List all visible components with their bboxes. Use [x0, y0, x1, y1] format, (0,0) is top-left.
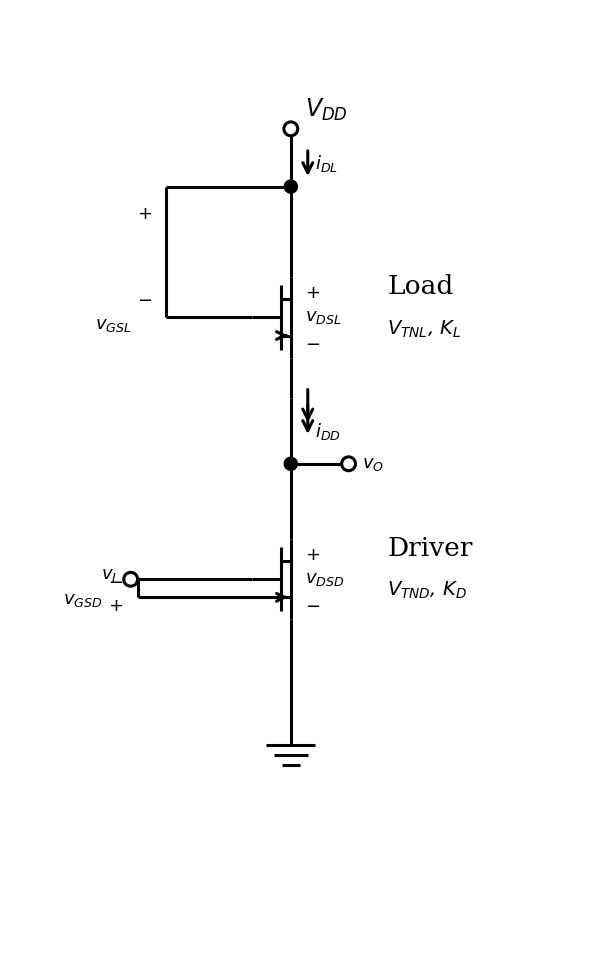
Text: $v_{I}$: $v_{I}$: [101, 566, 117, 585]
Text: −: −: [304, 336, 320, 353]
Text: Load: Load: [387, 274, 453, 299]
Text: $i_{DD}$: $i_{DD}$: [316, 420, 341, 442]
Text: $v_{DSL}$: $v_{DSL}$: [304, 309, 342, 326]
Text: $V_{TND}$, $K_{D}$: $V_{TND}$, $K_{D}$: [387, 581, 467, 601]
Text: +: +: [137, 205, 152, 222]
Circle shape: [284, 457, 297, 470]
Circle shape: [284, 180, 297, 193]
Circle shape: [342, 457, 356, 471]
Text: $v_{O}$: $v_{O}$: [362, 454, 385, 473]
Text: +: +: [304, 285, 320, 302]
Text: $i_{DL}$: $i_{DL}$: [316, 153, 339, 174]
Text: −: −: [137, 291, 152, 310]
Text: Driver: Driver: [387, 536, 473, 561]
Text: +: +: [304, 546, 320, 564]
Text: −: −: [109, 575, 123, 592]
Circle shape: [284, 122, 298, 136]
Text: $v_{GSD}$: $v_{GSD}$: [63, 590, 103, 609]
Circle shape: [124, 572, 137, 586]
Text: $v_{DSD}$: $v_{DSD}$: [304, 570, 344, 588]
Text: $v_{GSL}$: $v_{GSL}$: [95, 317, 132, 334]
Text: $V_{TNL}$, $K_{L}$: $V_{TNL}$, $K_{L}$: [387, 318, 461, 340]
Text: −: −: [304, 597, 320, 616]
Text: $V_{DD}$: $V_{DD}$: [304, 96, 348, 122]
Text: +: +: [109, 597, 123, 616]
